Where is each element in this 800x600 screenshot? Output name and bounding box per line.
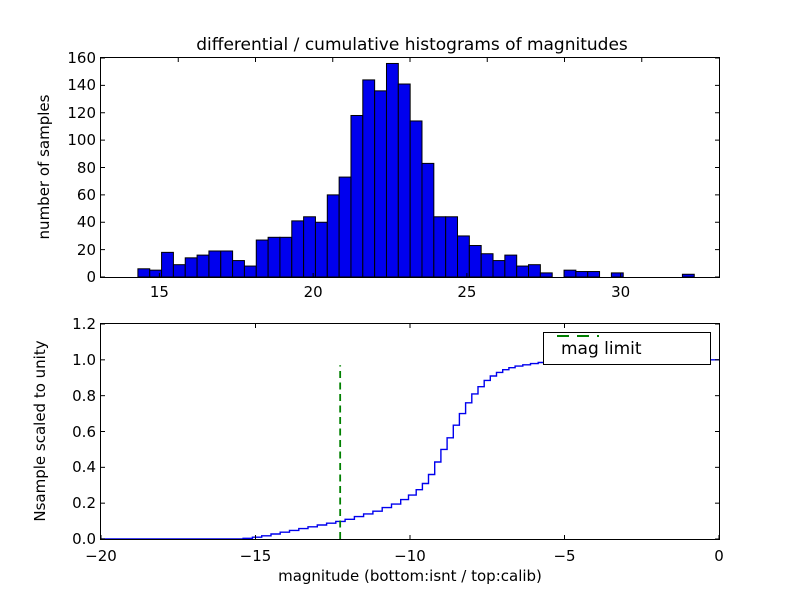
y-tick-label: 120 bbox=[67, 103, 96, 122]
y-tick-label: 100 bbox=[67, 131, 96, 150]
x-tick-label: 30 bbox=[611, 283, 631, 301]
y-tick-label: 80 bbox=[76, 158, 96, 177]
y-tick-label: 1.2 bbox=[72, 315, 96, 333]
x-tick-label: −5 bbox=[553, 547, 576, 565]
y-tick-label: 1.0 bbox=[72, 350, 96, 369]
x-tick-label: −10 bbox=[394, 547, 426, 565]
y-tick-label: 40 bbox=[76, 213, 96, 232]
y-tick-label: 0.8 bbox=[72, 386, 96, 405]
x-tick-label: −15 bbox=[239, 547, 272, 565]
y-tick-label: 0.2 bbox=[72, 494, 96, 513]
y-tick-label: 0.4 bbox=[72, 458, 96, 477]
chart-title: differential / cumulative histograms of … bbox=[196, 35, 628, 55]
x-tick-label: −20 bbox=[85, 547, 117, 565]
bottom-axes: mag limit bbox=[100, 323, 720, 540]
legend-label: mag limit bbox=[561, 338, 642, 359]
top-axes bbox=[100, 57, 720, 278]
y-tick-label: 140 bbox=[67, 76, 96, 95]
x-tick-label: 20 bbox=[303, 283, 323, 301]
y-tick-label: 160 bbox=[67, 49, 96, 67]
x-tick-label: 15 bbox=[149, 283, 169, 301]
y-tick-label: 60 bbox=[76, 185, 96, 204]
y-tick-label: 20 bbox=[76, 240, 96, 259]
x-tick-label: 25 bbox=[457, 283, 477, 301]
y-tick-label: 0.0 bbox=[72, 530, 96, 548]
y-tick-label: 0 bbox=[86, 268, 96, 286]
cumulative-canvas bbox=[101, 324, 719, 539]
bottom-xlabel: magnitude (bottom:isnt / top:calib) bbox=[278, 567, 542, 585]
dashed-line-icon bbox=[557, 335, 599, 337]
histogram-canvas bbox=[101, 58, 719, 277]
legend: mag limit bbox=[543, 332, 711, 365]
y-tick-label: 0.6 bbox=[72, 422, 96, 441]
x-tick-label: 0 bbox=[714, 547, 724, 565]
